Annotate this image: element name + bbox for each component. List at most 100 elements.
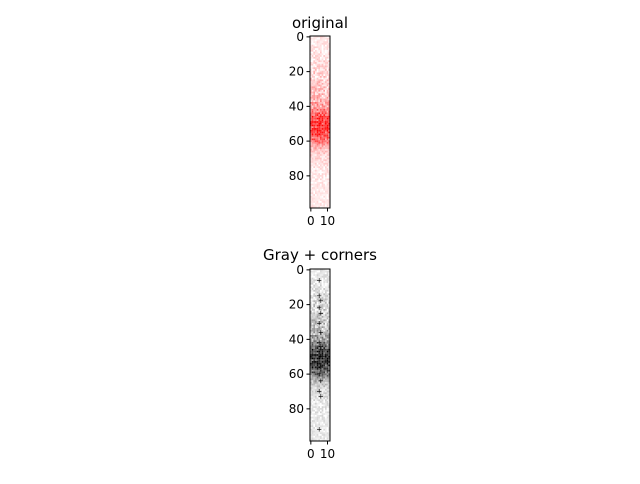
pixel [318, 333, 320, 336]
pixel [311, 383, 314, 386]
pixel [316, 169, 319, 172]
pixel [326, 286, 329, 289]
pixel [313, 81, 315, 83]
pixel [316, 155, 319, 158]
pixel [318, 166, 320, 169]
pixel [320, 155, 322, 158]
pixel [318, 96, 320, 99]
pixel [326, 96, 329, 99]
pixel [323, 128, 325, 130]
pixel [323, 308, 325, 311]
pixel [323, 77, 325, 80]
pixel [328, 343, 330, 346]
pixel [325, 359, 327, 362]
pixel [315, 428, 317, 431]
pixel [310, 404, 312, 407]
pixel [320, 70, 322, 73]
pixel [310, 136, 312, 139]
pixel [320, 115, 322, 118]
pixel [315, 336, 317, 339]
pixel [325, 74, 327, 76]
pixel [321, 133, 324, 136]
pixel [325, 430, 327, 433]
pixel [326, 108, 329, 111]
pixel [320, 336, 322, 339]
pixel [315, 420, 317, 422]
pixel [328, 201, 330, 203]
pixel [311, 183, 314, 186]
pixel [323, 397, 325, 400]
pixel [320, 373, 322, 375]
pixel [313, 65, 315, 68]
pixel [325, 381, 327, 384]
pixel [316, 425, 319, 428]
pixel [328, 428, 330, 431]
pixel [318, 388, 320, 391]
pixel [310, 282, 312, 285]
pixel [316, 423, 319, 426]
pixel [313, 143, 315, 146]
pixel [310, 335, 312, 337]
pixel [328, 53, 330, 56]
pixel [315, 124, 317, 127]
pixel [325, 279, 327, 282]
pixel [318, 395, 320, 398]
pixel [315, 206, 317, 208]
pixel [318, 183, 320, 186]
pixel [310, 305, 312, 308]
pixel [316, 36, 319, 38]
pixel [320, 394, 322, 396]
pixel [320, 140, 322, 142]
pixel [316, 369, 319, 372]
pixel [318, 187, 320, 189]
pixel [323, 383, 325, 386]
pixel [323, 62, 325, 64]
pixel [315, 399, 317, 402]
pixel [315, 183, 317, 186]
pixel [320, 178, 322, 181]
pixel [311, 407, 314, 410]
pixel [321, 296, 324, 299]
pixel [326, 187, 329, 189]
pixel [328, 378, 330, 381]
pixel [321, 295, 324, 297]
pixel [328, 277, 330, 280]
pixel [318, 399, 320, 402]
pixel [325, 435, 327, 438]
pixel [326, 338, 329, 341]
pixel [316, 131, 319, 134]
pixel [321, 341, 324, 344]
pixel [320, 159, 322, 162]
pixel [326, 192, 329, 195]
pixel [318, 317, 320, 320]
pixel [311, 326, 314, 329]
pixel [313, 164, 315, 167]
pixel [320, 53, 322, 56]
pixel [328, 336, 330, 339]
pixel [321, 373, 324, 375]
pixel [315, 108, 317, 111]
pixel [310, 432, 312, 435]
pixel [326, 49, 329, 52]
pixel [321, 63, 324, 66]
pixel [316, 194, 319, 196]
pixel [320, 44, 322, 47]
pixel [315, 63, 317, 66]
pixel [321, 168, 324, 170]
pixel [328, 373, 330, 375]
pixel [326, 336, 329, 339]
pixel [313, 70, 315, 73]
pixel [320, 281, 322, 283]
pixel [313, 157, 315, 160]
pixel [311, 392, 314, 395]
pixel [315, 199, 317, 202]
pixel [310, 81, 312, 83]
pixel [321, 197, 324, 200]
pixel [318, 314, 320, 316]
pixel [315, 36, 317, 38]
pixel [313, 121, 315, 123]
pixel [326, 387, 329, 389]
pixel [326, 39, 329, 42]
pixel [315, 378, 317, 381]
pixel [323, 55, 325, 57]
